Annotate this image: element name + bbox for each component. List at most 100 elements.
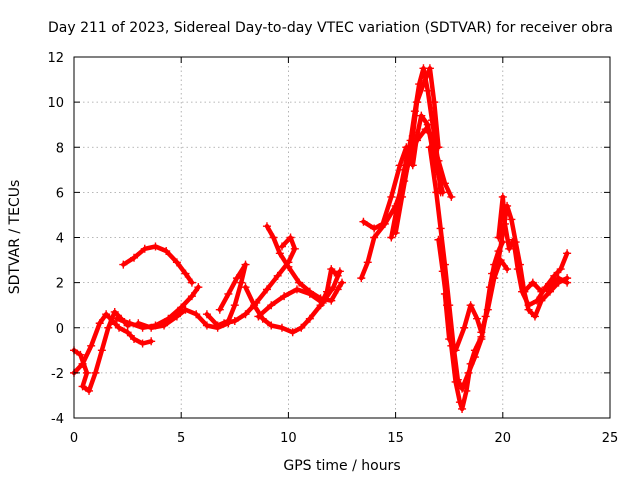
data-point — [147, 323, 156, 332]
y-tick-label: -4 — [51, 412, 64, 427]
data-point — [85, 386, 94, 395]
data-point — [147, 337, 156, 346]
data-point — [104, 323, 113, 332]
data-point — [202, 321, 211, 330]
series-line — [121, 244, 195, 285]
series-8 — [262, 222, 346, 305]
y-tick-label: 12 — [47, 51, 64, 66]
data-point — [395, 161, 404, 170]
data-point — [177, 303, 186, 312]
series-14 — [391, 64, 443, 237]
data-point — [563, 278, 572, 287]
y-tick-label: 4 — [56, 232, 64, 247]
data-point — [213, 321, 222, 330]
data-point — [460, 323, 469, 332]
data-point — [172, 312, 181, 321]
data-point — [194, 283, 203, 292]
series-line — [521, 275, 570, 294]
data-point — [408, 131, 417, 140]
data-point — [494, 256, 503, 265]
data-point — [262, 285, 271, 294]
x-tick-label: 25 — [602, 431, 619, 446]
data-point — [130, 335, 139, 344]
data-point — [138, 339, 147, 348]
data-point — [404, 156, 413, 165]
data-point — [498, 192, 507, 201]
data-point — [505, 244, 514, 253]
data-point — [378, 219, 387, 228]
data-point — [277, 323, 286, 332]
data-point — [108, 316, 117, 325]
data-point — [172, 258, 181, 267]
data-point — [82, 368, 91, 377]
data-point — [267, 321, 276, 330]
data-point — [258, 314, 267, 323]
data-point — [387, 233, 396, 242]
data-point — [425, 64, 434, 73]
data-point — [509, 235, 518, 244]
axis-ticks: 0 5 10 15 20 25 -4 -2 0 2 4 6 8 10 12 — [47, 51, 618, 446]
data-point — [295, 278, 304, 287]
data-point — [423, 120, 432, 129]
data-point — [520, 287, 529, 296]
data-point — [370, 233, 379, 242]
data-point — [187, 278, 196, 287]
data-point — [434, 143, 443, 152]
data-point — [232, 274, 241, 283]
data-point — [97, 346, 106, 355]
data-point — [269, 233, 278, 242]
data-point — [110, 307, 119, 316]
data-point — [500, 219, 509, 228]
data-point — [477, 328, 486, 337]
data-point — [123, 328, 132, 337]
data-point — [335, 267, 344, 276]
data-point — [284, 262, 293, 271]
grid — [74, 57, 610, 418]
series-20 — [520, 274, 572, 296]
data-point — [76, 350, 85, 359]
data-point — [119, 260, 128, 269]
data-point — [275, 249, 284, 258]
series-line — [264, 223, 345, 303]
data-point — [333, 285, 342, 294]
data-point — [445, 335, 454, 344]
series-17 — [440, 256, 512, 355]
data-point — [528, 278, 537, 287]
series-layer — [70, 64, 572, 413]
data-point — [160, 321, 169, 330]
data-point — [230, 316, 239, 325]
data-point — [451, 377, 460, 386]
data-point — [286, 233, 295, 242]
data-point — [490, 274, 499, 283]
data-point — [91, 368, 100, 377]
data-point — [280, 292, 289, 301]
x-tick-label: 15 — [387, 431, 404, 446]
data-point — [224, 289, 233, 298]
data-point — [102, 310, 111, 319]
data-point — [537, 287, 546, 296]
data-point — [370, 224, 379, 233]
y-tick-label: 2 — [56, 277, 64, 292]
data-point — [318, 298, 327, 307]
data-point — [387, 192, 396, 201]
series-3 — [119, 242, 196, 287]
data-point — [398, 192, 407, 201]
data-point — [241, 260, 250, 269]
data-point — [192, 310, 201, 319]
series-2 — [70, 310, 156, 377]
data-point — [329, 283, 338, 292]
data-point — [440, 289, 449, 298]
data-point — [187, 292, 196, 301]
data-point — [262, 222, 271, 231]
data-point — [563, 249, 572, 258]
data-point — [338, 278, 346, 287]
y-tick-label: 8 — [56, 141, 64, 156]
data-point — [181, 305, 190, 314]
data-point — [447, 192, 456, 201]
data-point — [530, 312, 539, 321]
data-point — [488, 269, 497, 278]
data-point — [545, 283, 554, 292]
data-point — [220, 319, 229, 328]
data-point — [462, 386, 471, 395]
